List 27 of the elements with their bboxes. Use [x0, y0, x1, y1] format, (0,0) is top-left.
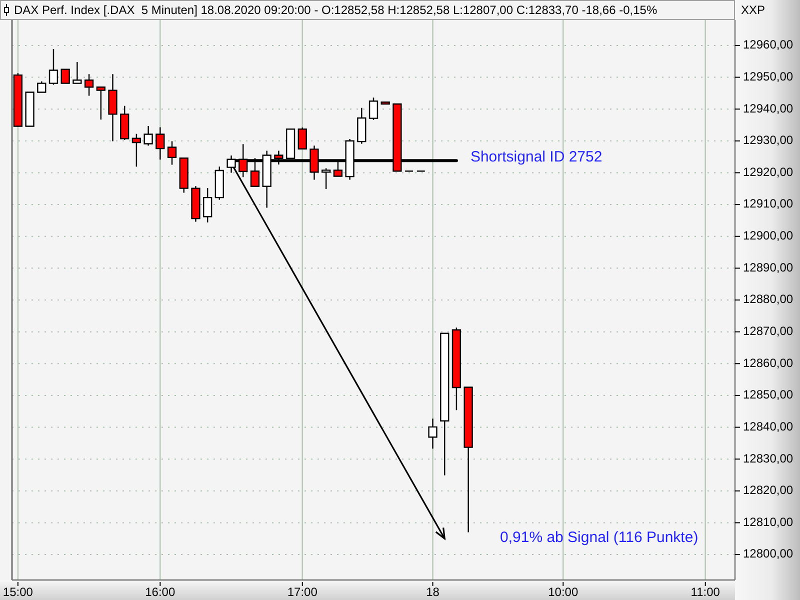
y-tick-label: 12830,00	[743, 451, 794, 466]
y-tick-label: 12900,00	[743, 228, 794, 243]
y-tick-label: 12910,00	[743, 196, 794, 211]
y-tick-label: 12950,00	[743, 69, 794, 84]
x-tick-label: 11:00	[690, 585, 720, 600]
y-tick-label: 12870,00	[743, 324, 794, 338]
y-tick-label: 12860,00	[743, 356, 794, 370]
y-tick-label: 12850,00	[743, 388, 794, 402]
x-tick-label: 15:00	[2, 585, 34, 600]
y-tick-label: 12920,00	[743, 164, 794, 179]
annotation: 0,91% ab Signal (116 Punkte)	[500, 528, 698, 546]
chart-title: DAX Perf. Index [.DAX 5 Minuten] 18.08.2020 09:20:00 - O:12852,58 H:12852,58 L:12807,00 C:12833,70 -18,66 -0,15%	[14, 3, 658, 17]
y-tick-label: 12940,00	[743, 101, 794, 116]
x-tick-label: 10:00	[548, 585, 578, 600]
y-tick-label: 12800,00	[743, 546, 794, 561]
y-tick-label: 12880,00	[743, 292, 794, 306]
text: XXP	[741, 3, 766, 17]
annotation: Shortsignal ID 2752	[470, 148, 602, 166]
x-tick-label: 17:00	[287, 585, 318, 600]
y-tick-label: 12810,00	[743, 514, 794, 529]
y-tick-label: 12890,00	[743, 260, 794, 274]
y-tick-label: 12820,00	[743, 483, 794, 498]
x-tick-label: 18	[426, 585, 440, 600]
y-tick-label: 12930,00	[743, 133, 794, 148]
y-tick-label: 12840,00	[743, 419, 794, 434]
y-tick-label: 12960,00	[743, 38, 794, 52]
x-tick-label: 16:00	[145, 585, 176, 600]
